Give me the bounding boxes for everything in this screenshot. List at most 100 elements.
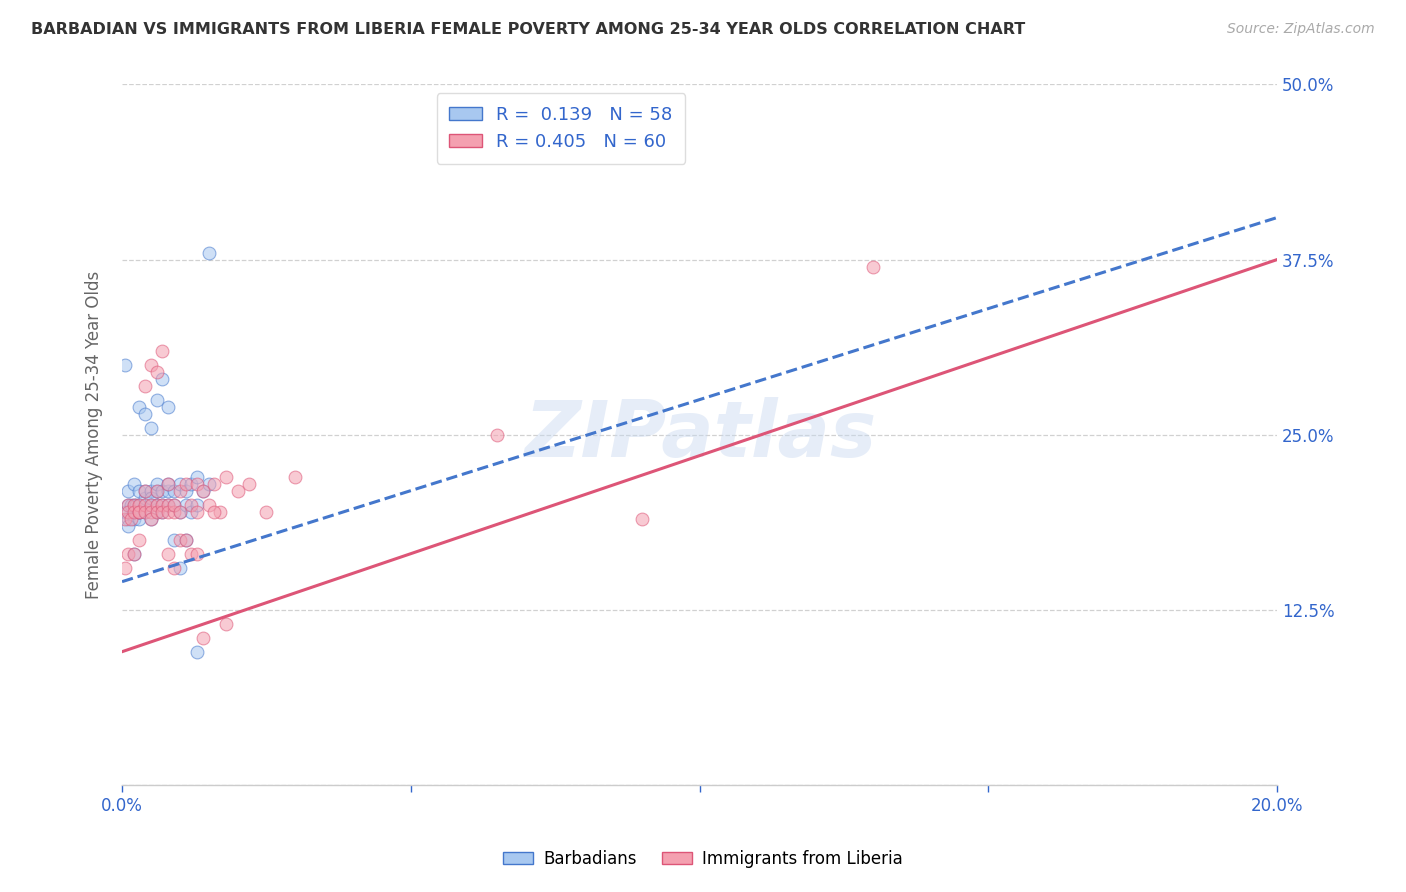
Point [128, 505, 150, 519]
Point [209, 505, 232, 519]
Point [134, 483, 156, 498]
Point [174, 483, 197, 498]
Point [128, 533, 150, 547]
Point [145, 392, 167, 407]
Point [862, 260, 884, 274]
Point [117, 498, 139, 512]
Point [128, 505, 150, 519]
Point [134, 498, 156, 512]
Point [169, 483, 191, 498]
Point [191, 483, 214, 498]
Point [186, 547, 208, 561]
Point [152, 505, 174, 519]
Point [163, 498, 186, 512]
Point [191, 631, 214, 645]
Point [145, 505, 167, 519]
Point [204, 476, 226, 491]
Point [157, 400, 180, 414]
Point [128, 505, 150, 519]
Point [157, 498, 180, 512]
Point [122, 476, 145, 491]
Point [139, 358, 162, 372]
Point [152, 343, 174, 358]
Point [152, 498, 174, 512]
Point [191, 483, 214, 498]
Point [152, 371, 174, 385]
Point [122, 498, 145, 512]
Point [128, 498, 150, 512]
Point [284, 469, 307, 483]
Point [163, 505, 186, 519]
Point [128, 511, 150, 525]
Text: BARBADIAN VS IMMIGRANTS FROM LIBERIA FEMALE POVERTY AMONG 25-34 YEAR OLDS CORREL: BARBADIAN VS IMMIGRANTS FROM LIBERIA FEM… [31, 22, 1025, 37]
Point [145, 498, 167, 512]
Point [117, 511, 139, 525]
Point [197, 245, 219, 260]
Point [226, 483, 249, 498]
Point [134, 407, 156, 421]
Point [256, 505, 278, 519]
Point [204, 505, 226, 519]
Point [197, 476, 219, 491]
Point [145, 505, 167, 519]
Point [186, 498, 208, 512]
Point [122, 547, 145, 561]
Point [139, 420, 162, 434]
Point [197, 498, 219, 512]
Point [169, 476, 191, 491]
Point [163, 560, 186, 574]
Point [128, 498, 150, 512]
Point [145, 365, 167, 379]
Point [117, 505, 139, 519]
Point [157, 547, 180, 561]
Point [128, 505, 150, 519]
Point [117, 547, 139, 561]
Point [120, 511, 142, 525]
Point [139, 498, 162, 512]
Point [152, 505, 174, 519]
Point [157, 498, 180, 512]
Point [169, 505, 191, 519]
Point [631, 511, 654, 525]
Point [122, 547, 145, 561]
Point [122, 511, 145, 525]
Point [186, 469, 208, 483]
Point [215, 616, 238, 631]
Point [180, 505, 202, 519]
Point [122, 505, 145, 519]
Point [186, 505, 208, 519]
Point [152, 483, 174, 498]
Point [163, 498, 186, 512]
Point [157, 483, 180, 498]
Point [163, 533, 186, 547]
Point [134, 483, 156, 498]
Point [128, 483, 150, 498]
Point [174, 498, 197, 512]
Point [134, 498, 156, 512]
Text: Source: ZipAtlas.com: Source: ZipAtlas.com [1227, 22, 1375, 37]
Point [114, 511, 136, 525]
Point [134, 505, 156, 519]
Point [157, 476, 180, 491]
Point [125, 498, 148, 512]
Point [163, 483, 186, 498]
Point [169, 533, 191, 547]
Point [174, 476, 197, 491]
Point [134, 505, 156, 519]
Point [139, 505, 162, 519]
Point [117, 518, 139, 533]
Point [238, 476, 260, 491]
Point [139, 483, 162, 498]
Point [114, 505, 136, 519]
Point [122, 498, 145, 512]
Point [120, 498, 142, 512]
Point [145, 498, 167, 512]
Point [169, 560, 191, 574]
Y-axis label: Female Poverty Among 25-34 Year Olds: Female Poverty Among 25-34 Year Olds [86, 270, 103, 599]
Point [169, 505, 191, 519]
Point [486, 427, 509, 442]
Point [139, 498, 162, 512]
Legend: Barbadians, Immigrants from Liberia: Barbadians, Immigrants from Liberia [496, 844, 910, 875]
Point [114, 358, 136, 372]
Point [157, 505, 180, 519]
